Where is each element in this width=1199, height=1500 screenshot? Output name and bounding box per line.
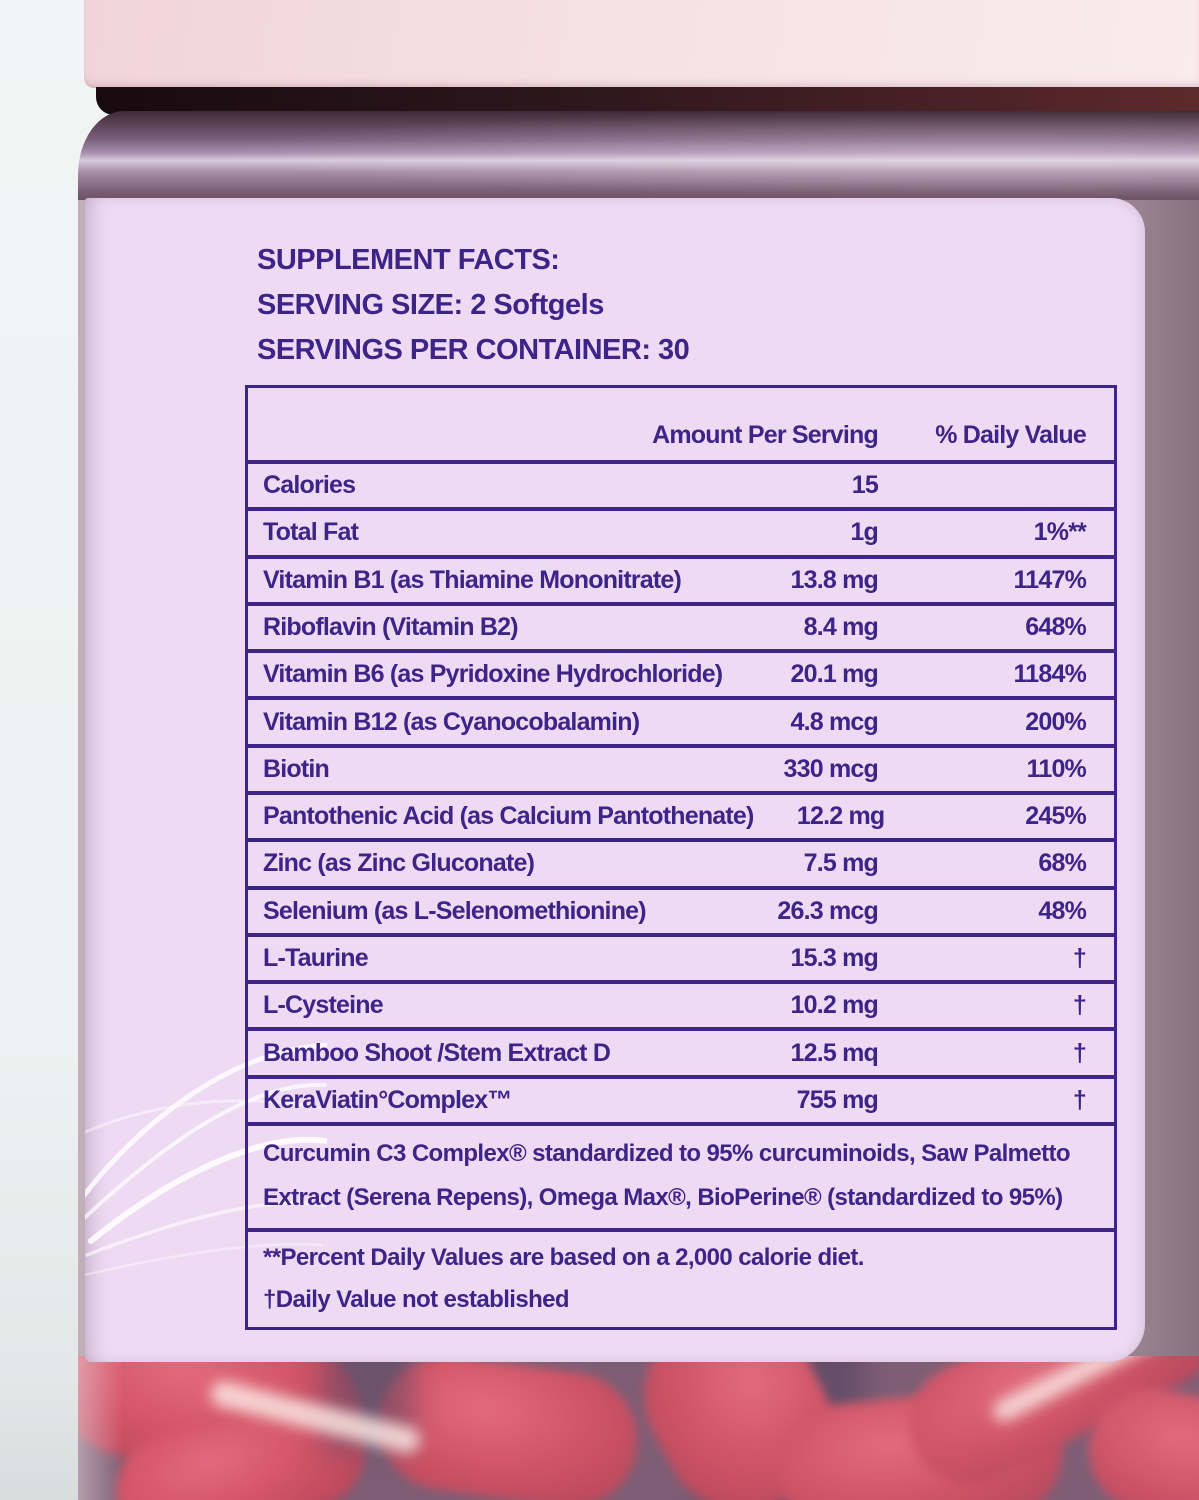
table-row: Pantothenic Acid (as Calcium Pantothenat… — [248, 790, 1114, 838]
ingredient-amount: 13.8 mg — [790, 565, 878, 594]
supplement-facts-title: SUPPLEMENT FACTS: — [257, 244, 560, 276]
ingredient-amount: 26.3 mcg — [777, 896, 878, 925]
softgels-window — [78, 1356, 1199, 1500]
table-row: Riboflavin (Vitamin B2) 8.4 mg 648% — [248, 601, 1114, 649]
ingredient-name: Vitamin B6 (as Pyridoxine Hydrochloride) — [263, 660, 723, 689]
ingredient-daily-value: 1184% — [1013, 660, 1087, 689]
table-row: L-Cysteine 10.2 mg † — [248, 980, 1114, 1027]
blend-note-text: Curcumin C3 Complex® standardized to 95%… — [263, 1140, 1071, 1211]
softgel-shadow — [323, 1356, 413, 1451]
table-row: Zinc (as Zinc Gluconate) 7.5 mg 68% — [248, 838, 1114, 885]
ingredient-daily-value: 48% — [1038, 896, 1086, 925]
table-body: Calories 15 Total Fat 1g 1%** Vitamin B1… — [248, 460, 1114, 1122]
softgel — [78, 1356, 378, 1500]
softgel — [771, 1381, 1070, 1500]
servings-per-container: SERVINGS PER CONTAINER: 30 — [257, 334, 690, 366]
table-row: Biotin 330 mcg 110% — [248, 743, 1114, 791]
supplement-facts-header: SUPPLEMENT FACTS: SERVING SIZE: 2 Softge… — [257, 238, 690, 373]
ingredient-daily-value: 200% — [1025, 707, 1087, 736]
ingredient-name: Biotin — [263, 754, 330, 783]
blend-note-row: Curcumin C3 Complex® standardized to 95%… — [248, 1122, 1114, 1228]
ingredient-daily-value: 245% — [1025, 802, 1087, 831]
footnote-percent-daily-value: **Percent Daily Values are based on a 2,… — [263, 1244, 864, 1271]
softgel — [369, 1356, 647, 1500]
bottle-neck-shadow — [96, 87, 1199, 115]
table-row: Vitamin B1 (as Thiamine Mononitrate) 13.… — [248, 554, 1114, 602]
bottle-shoulder — [78, 111, 1199, 206]
table-row: Bamboo Shoot /Stem Extract D 12.5 mq † — [248, 1027, 1114, 1074]
softgel — [100, 1374, 381, 1500]
table-row: Vitamin B6 (as Pyridoxine Hydrochloride)… — [248, 649, 1114, 696]
bottle-cap — [84, 0, 1199, 88]
serving-size: SERVING SIZE: 2 Softgels — [257, 289, 604, 321]
table-row: KeraViatin°Complex™ 755 mg † — [248, 1074, 1114, 1122]
supplement-facts-table: Amount Per Serving % Daily Value Calorie… — [245, 385, 1117, 1330]
ingredient-amount: 4.8 mcg — [790, 707, 878, 736]
ingredient-name: L-Taurine — [263, 943, 369, 972]
ingredient-daily-value: 648% — [1025, 612, 1087, 641]
ingredient-amount: 15 — [851, 471, 879, 500]
ingredient-name: Vitamin B1 (as Thiamine Mononitrate) — [263, 565, 682, 594]
ingredient-amount: 8.4 mg — [803, 612, 879, 641]
ingredient-name: Total Fat — [263, 518, 359, 547]
ingredient-amount: 1g — [850, 518, 878, 547]
table-row: Selenium (as L-Selenomethionine) 26.3 mc… — [248, 885, 1114, 933]
ingredient-amount: 10.2 mg — [790, 991, 878, 1020]
amount-column-header: Amount Per Serving — [652, 421, 879, 449]
ingredient-name: Vitamin B12 (as Cyanocobalamin) — [263, 707, 640, 736]
ingredient-amount: 12.5 mq — [790, 1038, 878, 1067]
ingredient-name: Riboflavin (Vitamin B2) — [263, 612, 519, 641]
ingredient-name: Zinc (as Zinc Gluconate) — [263, 849, 535, 878]
ingredient-name: Calories — [263, 471, 356, 500]
ingredient-daily-value: 68% — [1038, 849, 1086, 878]
ingredient-amount: 20.1 mg — [790, 660, 878, 689]
ingredient-amount: 12.2 mg — [796, 802, 885, 831]
softgel-highlight — [208, 1378, 423, 1456]
supplement-label: SUPPLEMENT FACTS: SERVING SIZE: 2 Softge… — [85, 198, 1145, 1362]
softgel — [888, 1356, 1199, 1500]
table-header-row: Amount Per Serving % Daily Value — [248, 388, 1114, 460]
ingredient-daily-value: † — [1072, 1038, 1087, 1067]
table-row: L-Taurine 15.3 mg † — [248, 932, 1114, 980]
ingredient-daily-value: † — [1072, 943, 1087, 972]
ingredient-amount: 330 mcg — [783, 754, 879, 783]
ingredient-daily-value: 1%** — [1033, 518, 1087, 547]
footnote-row: **Percent Daily Values are based on a 2,… — [248, 1228, 1114, 1327]
table-row: Calories 15 — [248, 460, 1114, 507]
table-row: Total Fat 1g 1%** — [248, 507, 1114, 554]
ingredient-daily-value: † — [1072, 1085, 1087, 1114]
daily-value-column-header: % Daily Value — [935, 421, 1087, 449]
softgel-highlight — [989, 1356, 1182, 1426]
ingredient-amount: 15.3 mg — [790, 943, 878, 972]
ingredient-amount: 7.5 mg — [803, 849, 879, 878]
softgel-shadow — [703, 1356, 863, 1500]
table-row: Vitamin B12 (as Cyanocobalamin) 4.8 mcg … — [248, 696, 1114, 743]
ingredient-name: L-Cysteine — [263, 991, 384, 1020]
softgel — [1077, 1375, 1199, 1500]
ingredient-amount: 755 mg — [796, 1085, 879, 1114]
ingredient-name: KeraViatin°Complex™ — [263, 1085, 512, 1114]
ingredient-daily-value: † — [1072, 991, 1087, 1020]
ingredient-daily-value: 1147% — [1013, 565, 1087, 594]
ingredient-name: Bamboo Shoot /Stem Extract D — [263, 1038, 611, 1067]
softgel — [616, 1356, 860, 1500]
footnote-dagger: †Daily Value not established — [263, 1286, 570, 1313]
ingredient-daily-value: 110% — [1026, 754, 1087, 783]
ingredient-name: Pantothenic Acid (as Calcium Pantothenat… — [263, 802, 754, 831]
ingredient-name: Selenium (as L-Selenomethionine) — [263, 896, 647, 925]
